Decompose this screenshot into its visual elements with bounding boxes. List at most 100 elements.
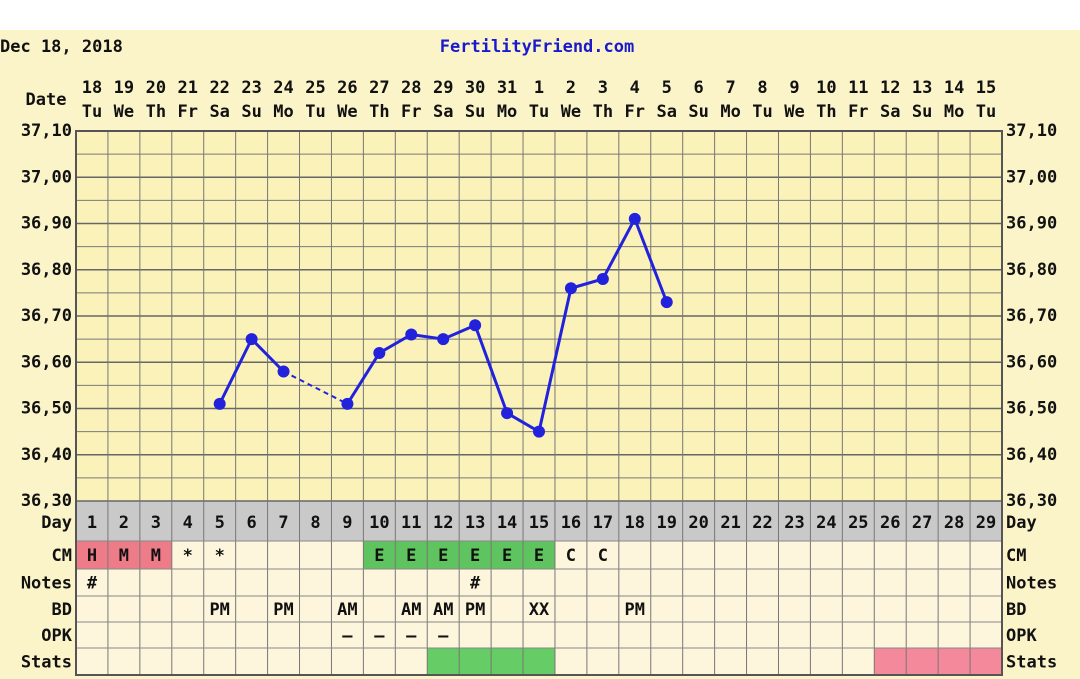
cell-highlight [523, 648, 555, 675]
cell-text: E [374, 546, 384, 566]
weekday-label: Th [146, 102, 166, 122]
date-label: 3 [598, 78, 608, 98]
cell-text: M [151, 546, 161, 566]
gap-connector [283, 370, 348, 405]
day-number: 14 [497, 513, 517, 533]
row-label-right: BD [1006, 600, 1026, 620]
cell-text: AM [401, 600, 421, 620]
weekday-label: Sa [433, 102, 453, 122]
y-tick-label-right: 36,60 [1006, 352, 1057, 372]
site-title: FertilityFriend.com [440, 37, 634, 57]
cell-text: E [470, 546, 480, 566]
temperature-point [373, 347, 386, 359]
cell-text: E [534, 546, 544, 566]
day-number: 18 [625, 513, 645, 533]
date-label: 5 [662, 78, 672, 98]
day-number: 9 [342, 513, 352, 533]
y-tick-label-right: 36,30 [1006, 491, 1057, 511]
y-tick-label: 36,40 [21, 445, 72, 465]
chart-date: Dec 18, 2018 [0, 37, 123, 57]
cell-text: – [438, 626, 449, 646]
cell-text: AM [337, 600, 357, 620]
day-number: 28 [944, 513, 964, 533]
y-tick-label: 36,90 [21, 214, 72, 234]
temperature-point [437, 333, 450, 346]
cell-highlight [491, 648, 524, 675]
row-label: BD [52, 600, 72, 620]
date-label: 23 [241, 78, 261, 98]
cell-text: # [87, 574, 98, 594]
weekday-label: Mo [497, 102, 517, 122]
weekday-label: We [561, 102, 581, 122]
date-label: 10 [816, 78, 836, 98]
day-number: 4 [183, 513, 193, 533]
cell-text: C [598, 546, 608, 566]
date-label: 18 [82, 78, 102, 98]
temperature-point [213, 397, 226, 410]
date-label: 1 [534, 78, 544, 98]
date-label: 9 [789, 78, 799, 98]
y-tick-label-right: 37,10 [1006, 121, 1057, 141]
cell-text: XX [529, 600, 550, 620]
day-number: 27 [912, 513, 932, 533]
cell-highlight [395, 541, 428, 569]
weekday-label: Tu [976, 102, 996, 122]
day-number: 25 [848, 513, 868, 533]
y-tick-label: 37,10 [21, 121, 72, 141]
cell-text: PM [625, 600, 645, 620]
day-row [76, 501, 1002, 541]
cell-highlight [459, 648, 492, 675]
day-number: 6 [246, 513, 256, 533]
temperature-point [533, 425, 545, 438]
temperature-point [469, 319, 482, 332]
date-label: 2 [566, 78, 576, 98]
weekday-label: Th [816, 102, 836, 122]
day-number: 11 [401, 513, 421, 533]
date-label: 27 [369, 78, 389, 98]
date-label: 14 [944, 78, 964, 98]
date-label: 6 [694, 78, 704, 98]
day-number: 29 [976, 513, 996, 533]
row-label: Stats [21, 653, 72, 673]
cell-highlight [874, 648, 907, 675]
date-label: 8 [757, 78, 767, 98]
day-number: 15 [529, 513, 549, 533]
temperature-point [596, 273, 609, 285]
cell-highlight [938, 648, 971, 675]
weekday-label: Sa [656, 102, 676, 122]
date-label: 22 [209, 78, 229, 98]
day-number: 21 [720, 513, 740, 533]
cell-text: E [406, 546, 416, 566]
date-label: 12 [880, 78, 900, 98]
temperature-point [564, 282, 577, 295]
temperature-point [660, 296, 673, 309]
row-label-right: Notes [1006, 574, 1057, 594]
date-label: 7 [725, 78, 735, 98]
day-number: 12 [433, 513, 453, 533]
cell-text: * [183, 546, 193, 566]
day-label: Day [41, 513, 72, 533]
date-label: 30 [465, 78, 485, 98]
weekday-label: Fr [401, 102, 421, 122]
date-label: 11 [848, 78, 868, 98]
y-tick-label: 36,60 [21, 352, 72, 372]
day-label-right: Day [1006, 513, 1037, 533]
day-number: 3 [151, 513, 161, 533]
cell-text: PM [209, 600, 229, 620]
cell-highlight [906, 648, 939, 675]
day-number: 2 [119, 513, 129, 533]
cell-highlight [363, 541, 396, 569]
row-label: Notes [21, 574, 72, 594]
date-label: 13 [912, 78, 932, 98]
weekday-label: We [114, 102, 134, 122]
row-label-right: OPK [1006, 626, 1037, 646]
cell-highlight [76, 541, 108, 569]
temperature-point [245, 333, 258, 346]
date-label: 26 [337, 78, 357, 98]
weekday-label: Tu [305, 102, 325, 122]
weekday-label: Fr [848, 102, 868, 122]
day-number: 20 [688, 513, 708, 533]
day-number: 1 [87, 513, 97, 533]
day-number: 13 [465, 513, 485, 533]
cell-text: – [374, 626, 385, 646]
